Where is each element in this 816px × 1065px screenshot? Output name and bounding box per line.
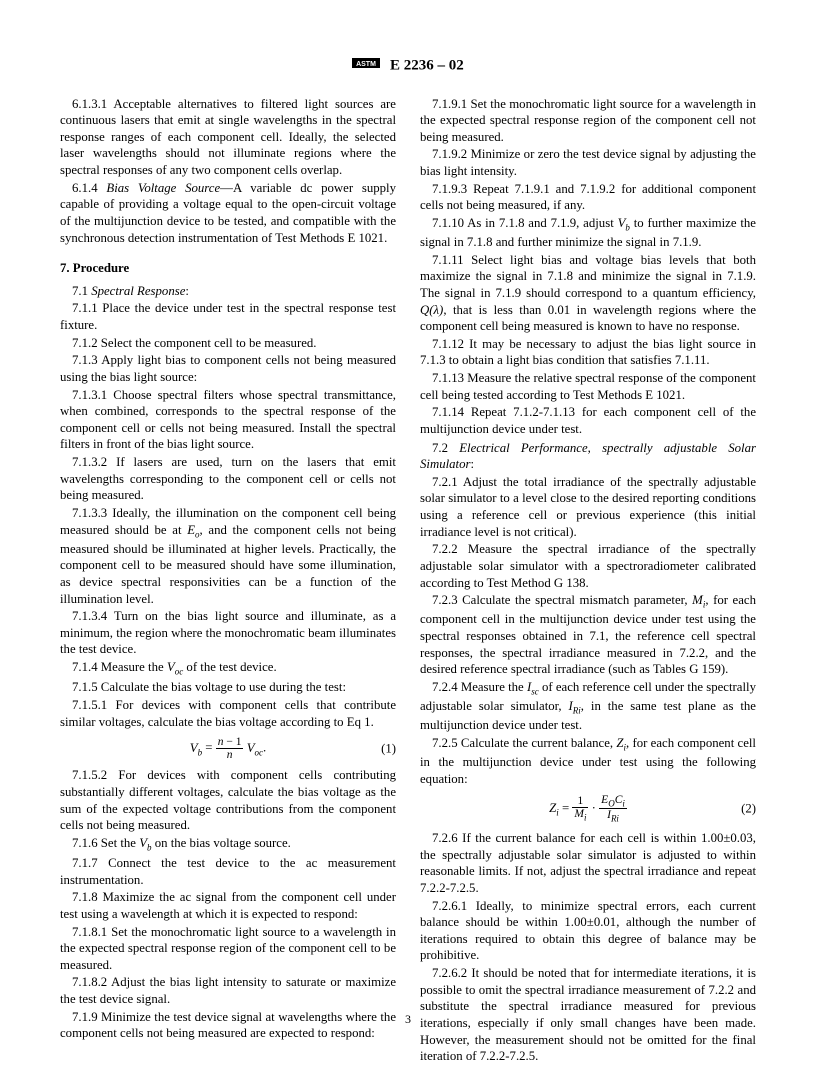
para-7182: 7.1.8.2 Adjust the bias light intensity … [60, 974, 396, 1007]
equation-2: Zi = 1Mi · EOCiIRi (2) [420, 794, 756, 824]
para-725: 7.2.5 Calculate the current balance, Zi,… [420, 735, 756, 787]
subsection-72: 7.2 Electrical Performance, spectrally a… [420, 440, 756, 473]
para-715: 7.1.5 Calculate the bias voltage to use … [60, 679, 396, 696]
subsection-71: 7.1 Spectral Response: [60, 283, 396, 300]
text-7111a: 7.1.11 Select light bias and voltage bia… [420, 253, 756, 300]
var-Voc: Voc [167, 660, 183, 674]
para-7181: 7.1.8.1 Set the monochromatic light sour… [60, 924, 396, 974]
var-Qlambda: Q(λ) [420, 303, 443, 317]
title-71: Spectral Response [91, 284, 185, 298]
num-71: 7.1 [72, 284, 91, 298]
colon-72: : [470, 457, 474, 471]
para-7114: 7.1.14 Repeat 7.1.2-7.1.13 for each comp… [420, 404, 756, 437]
para-714: 7.1.4 Measure the Voc of the test device… [60, 659, 396, 678]
para-713: 7.1.3 Apply light bias to component cell… [60, 352, 396, 385]
para-723: 7.2.3 Calculate the spectral mismatch pa… [420, 592, 756, 678]
para-7192: 7.1.9.2 Minimize or zero the test device… [420, 146, 756, 179]
var-Vb2: Vb [618, 216, 630, 230]
para-7132: 7.1.3.2 If lasers are used, turn on the … [60, 454, 396, 504]
var-Vb: Vb [139, 836, 151, 850]
title-614: Bias Voltage Source [106, 181, 220, 195]
body-columns: 6.1.3.1 Acceptable alternatives to filte… [60, 96, 756, 1065]
eq1-number: (1) [381, 740, 396, 757]
var-Mi: Mi [692, 593, 705, 607]
para-7110: 7.1.10 As in 7.1.8 and 7.1.9, adjust Vb … [420, 215, 756, 251]
para-717: 7.1.7 Connect the test device to the ac … [60, 855, 396, 888]
para-712: 7.1.2 Select the component cell to be me… [60, 335, 396, 352]
num-614: 6.1.4 [72, 181, 106, 195]
para-726: 7.2.6 If the current balance for each ce… [420, 830, 756, 897]
section-7-heading: 7. Procedure [60, 260, 396, 277]
para-716: 7.1.6 Set the Vb on the bias voltage sou… [60, 835, 396, 854]
para-7111: 7.1.11 Select light bias and voltage bia… [420, 252, 756, 335]
standard-id: E 2236 – 02 [390, 58, 464, 74]
para-721: 7.2.1 Adjust the total irradiance of the… [420, 474, 756, 541]
eq2-number: (2) [741, 800, 756, 817]
colon-71: : [185, 284, 189, 298]
para-7134: 7.1.3.4 Turn on the bias light source an… [60, 608, 396, 658]
text-724a: 7.2.4 Measure the [432, 680, 527, 694]
para-711: 7.1.1 Place the device under test in the… [60, 300, 396, 333]
svg-text:ASTM: ASTM [356, 61, 376, 68]
para-7152: 7.1.5.2 For devices with component cells… [60, 767, 396, 834]
astm-logo-icon: ASTM [352, 55, 380, 78]
var-Zi: Zi [616, 736, 626, 750]
num-72: 7.2 [432, 441, 459, 455]
equation-1: Vb = n − 1n Voc. (1) [60, 736, 396, 761]
para-7113: 7.1.13 Measure the relative spectral res… [420, 370, 756, 403]
page-number: 3 [0, 1012, 816, 1028]
var-IRi: IRi [569, 699, 581, 713]
para-7261: 7.2.6.1 Ideally, to minimize spectral er… [420, 898, 756, 965]
text-7111b: , that is less than 0.01 in wavelength r… [420, 303, 756, 334]
text-7110a: 7.1.10 As in 7.1.8 and 7.1.9, adjust [432, 216, 618, 230]
var-Isc: Isc [527, 680, 539, 694]
para-7112: 7.1.12 It may be necessary to adjust the… [420, 336, 756, 369]
var-Eo: Eo [187, 523, 199, 537]
para-718: 7.1.8 Maximize the ac signal from the co… [60, 889, 396, 922]
para-7133: 7.1.3.3 Ideally, the illumination on the… [60, 505, 396, 607]
para-7131: 7.1.3.1 Choose spectral filters whose sp… [60, 387, 396, 454]
para-722: 7.2.2 Measure the spectral irradiance of… [420, 541, 756, 591]
text-714b: of the test device. [183, 660, 276, 674]
para-6131: 6.1.3.1 Acceptable alternatives to filte… [60, 96, 396, 179]
text-723a: 7.2.3 Calculate the spectral mismatch pa… [432, 593, 692, 607]
text-716b: on the bias voltage source. [152, 836, 291, 850]
para-7191: 7.1.9.1 Set the monochromatic light sour… [420, 96, 756, 146]
para-7193: 7.1.9.3 Repeat 7.1.9.1 and 7.1.9.2 for a… [420, 181, 756, 214]
text-725a: 7.2.5 Calculate the current balance, [432, 736, 616, 750]
page-header: ASTM E 2236 – 02 [60, 55, 756, 78]
para-724: 7.2.4 Measure the Isc of each reference … [420, 679, 756, 734]
text-716a: 7.1.6 Set the [72, 836, 139, 850]
text-714a: 7.1.4 Measure the [72, 660, 167, 674]
para-614: 6.1.4 Bias Voltage Source—A variable dc … [60, 180, 396, 247]
para-7151: 7.1.5.1 For devices with component cells… [60, 697, 396, 730]
